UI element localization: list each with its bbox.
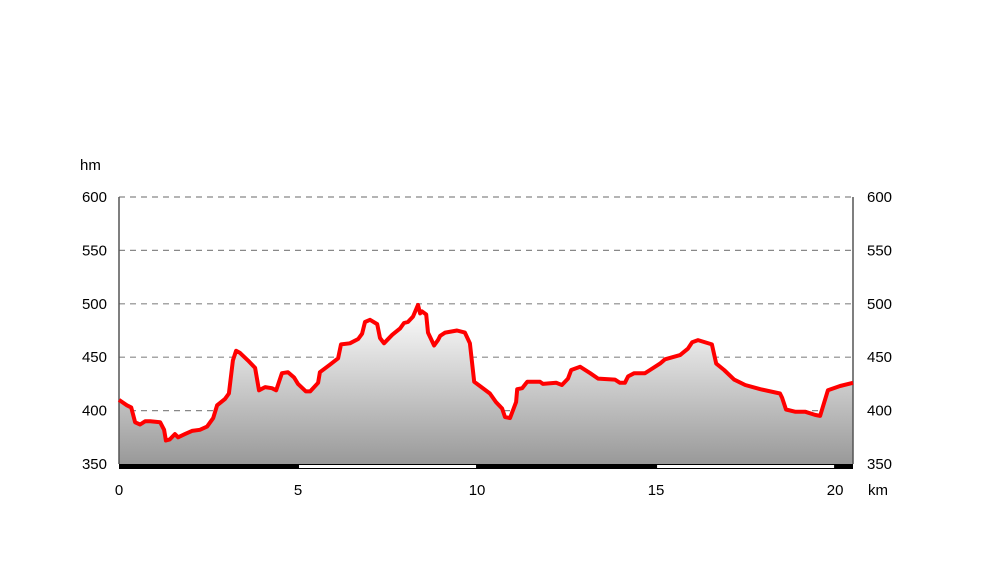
y-tick-label-left: 500 bbox=[82, 296, 107, 313]
x-tick-label: 20 bbox=[827, 482, 844, 499]
y-tick-label-right: 400 bbox=[867, 403, 892, 420]
distance-scale-bar bbox=[119, 464, 853, 469]
x-tick-label: 10 bbox=[469, 482, 486, 499]
y-tick-label-right: 500 bbox=[867, 296, 892, 313]
x-tick-label: 5 bbox=[294, 482, 302, 499]
y-tick-label-left: 600 bbox=[82, 189, 107, 206]
scale-bar-segment bbox=[119, 464, 299, 469]
y-tick-label-left: 400 bbox=[82, 403, 107, 420]
y-tick-label-right: 350 bbox=[867, 456, 892, 473]
elevation-area bbox=[119, 304, 853, 464]
axes bbox=[118, 197, 854, 464]
scale-bar-segment bbox=[477, 464, 657, 469]
scale-bar-segment bbox=[299, 465, 477, 468]
x-tick-label: 0 bbox=[115, 482, 123, 499]
y-tick-label-right: 550 bbox=[867, 242, 892, 259]
scale-bar-segment bbox=[657, 465, 835, 468]
y-tick-label-right: 450 bbox=[867, 349, 892, 366]
x-tick-label: 15 bbox=[648, 482, 665, 499]
y-axis-unit-label: hm bbox=[80, 157, 101, 174]
y-tick-label-left: 450 bbox=[82, 349, 107, 366]
y-tick-label-right: 600 bbox=[867, 189, 892, 206]
tick-labels: 350 350 400 400 450 450 500 500 550 550 600 600 0 5 10… bbox=[82, 189, 892, 499]
scale-bar-segment bbox=[835, 464, 853, 469]
x-axis-unit-label: km bbox=[868, 482, 888, 499]
y-tick-label-left: 350 bbox=[82, 456, 107, 473]
y-tick-label-left: 550 bbox=[82, 242, 107, 259]
elevation-line bbox=[117, 302, 854, 443]
